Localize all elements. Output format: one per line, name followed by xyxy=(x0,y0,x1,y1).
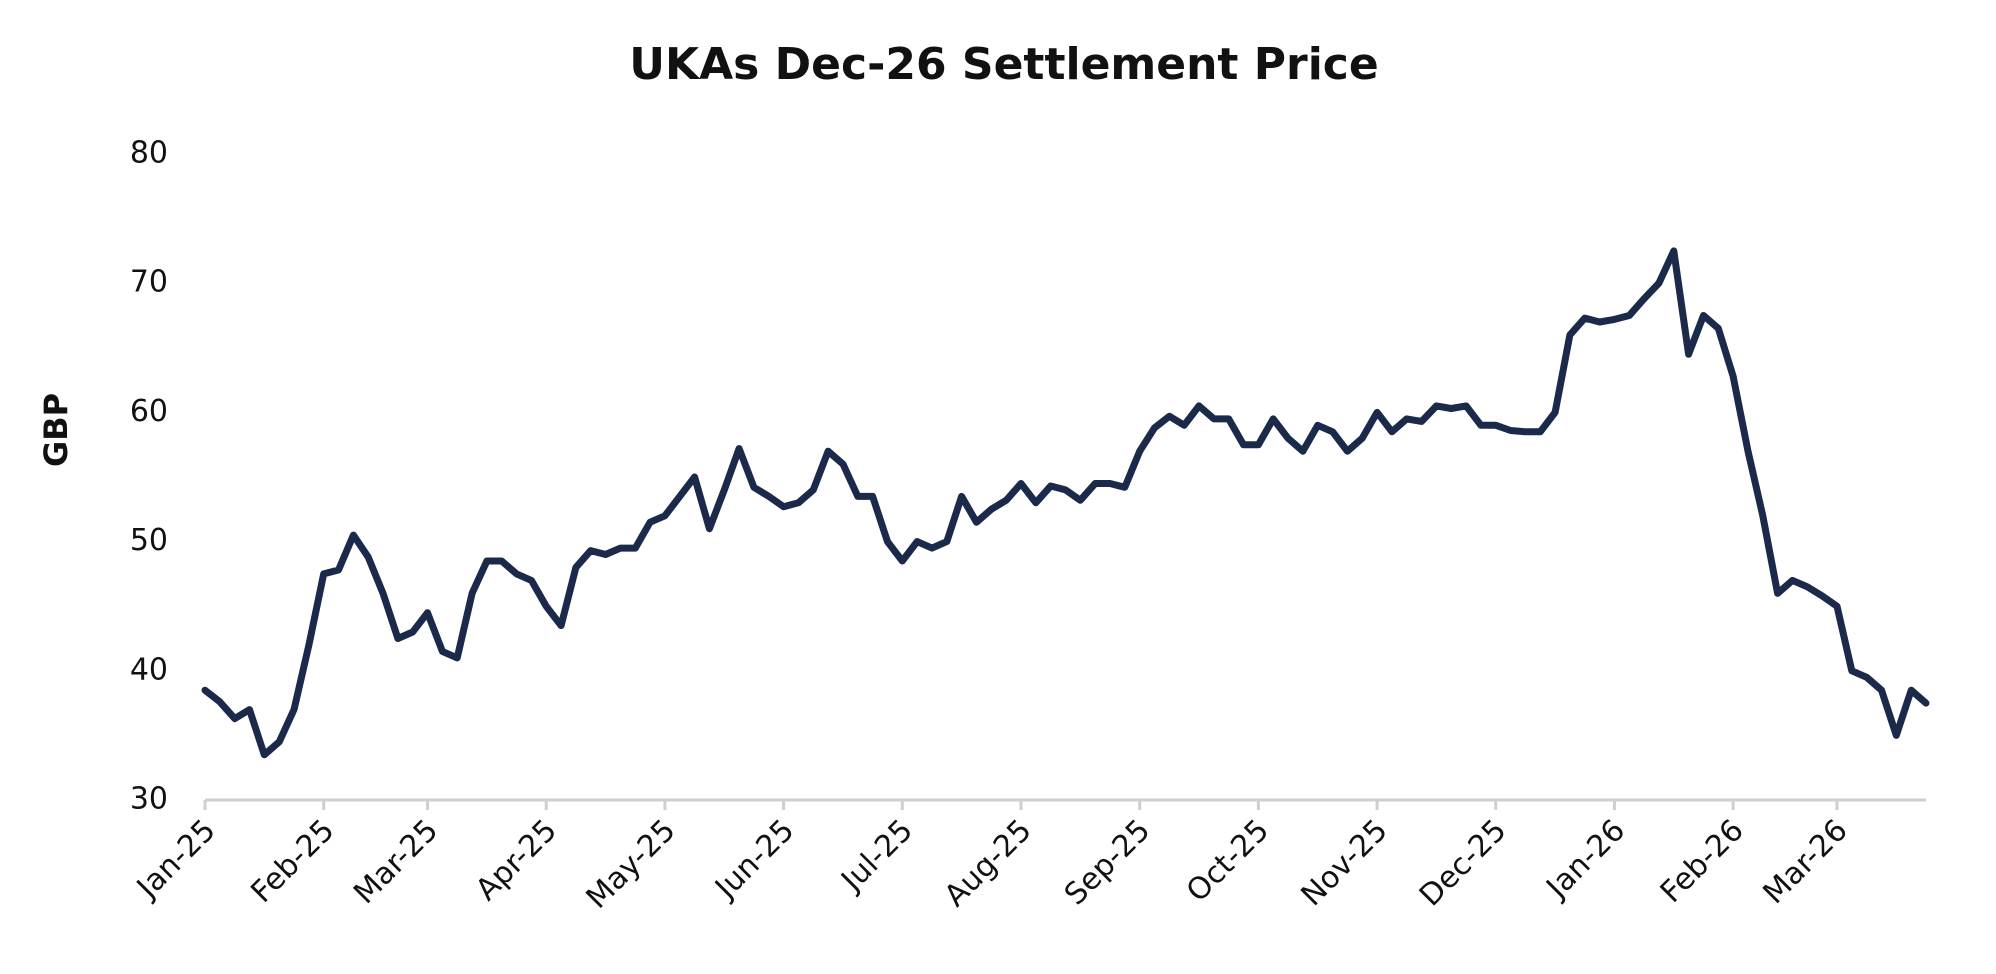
x-tick-label: May-25 xyxy=(580,813,683,916)
x-tick-label: Sep-25 xyxy=(1058,813,1157,912)
y-tick-label: 50 xyxy=(130,523,168,558)
price-line xyxy=(201,247,1930,759)
y-tick-label: 30 xyxy=(130,782,168,817)
y-tick-label: 40 xyxy=(130,652,168,687)
x-tick-label: Jan-26 xyxy=(1539,813,1633,907)
x-tick-label: Feb-26 xyxy=(1654,813,1751,910)
x-tick-label: Oct-25 xyxy=(1180,813,1276,909)
x-tick-label: Nov-25 xyxy=(1294,813,1394,913)
x-tick-label: Jun-25 xyxy=(707,813,801,907)
x-tick-label: Feb-25 xyxy=(244,813,341,910)
y-tick-label: 70 xyxy=(130,265,168,300)
y-tick-label: 80 xyxy=(130,136,168,171)
x-tick-label: Mar-26 xyxy=(1757,813,1855,911)
x-tick-label: Apr-25 xyxy=(469,813,564,908)
y-tick-label: 60 xyxy=(130,394,168,429)
chart-title: UKAs Dec-26 Settlement Price xyxy=(629,39,1378,90)
x-tick-label: Mar-25 xyxy=(347,813,445,911)
x-tick-label: Dec-25 xyxy=(1413,813,1513,913)
y-axis-label: GBP xyxy=(37,393,75,467)
x-tick-label: Jan-25 xyxy=(129,813,223,907)
x-tick-label: Aug-25 xyxy=(938,813,1039,914)
x-tick-label: Jul-25 xyxy=(834,813,920,899)
